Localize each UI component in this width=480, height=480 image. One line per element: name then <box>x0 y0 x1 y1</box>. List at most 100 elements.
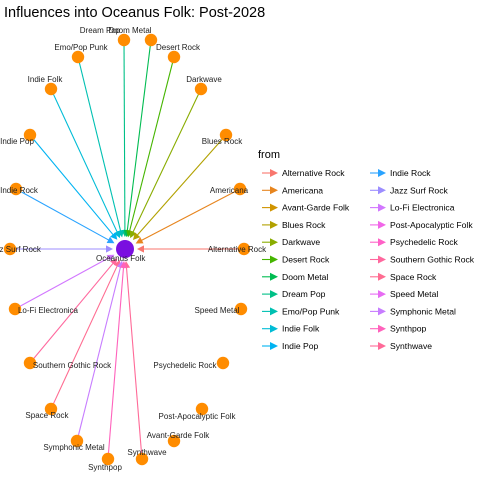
legend-item-blues-rock: Blues Rock <box>262 220 326 230</box>
edge-arrow-blues-rock <box>132 232 141 241</box>
edge-arrow-synthpop <box>119 260 128 269</box>
legend-key-arrow <box>378 290 386 299</box>
node-label-darkwave: Darkwave <box>186 75 222 84</box>
legend-label: Emo/Pop Punk <box>282 306 340 316</box>
node-label-americana: Americana <box>210 186 249 195</box>
node-emo-pop-punk <box>71 50 85 64</box>
legend-item-doom-metal: Doom Metal <box>262 272 328 282</box>
legend-item-symphonic-metal: Symphonic Metal <box>370 306 456 316</box>
node-speed-metal <box>234 302 248 316</box>
edge-emo-pop-punk <box>78 62 122 233</box>
node-label-indie-folk: Indie Folk <box>28 75 64 84</box>
legend-label: Post-Apocalyptic Folk <box>390 220 473 230</box>
node-indie-folk <box>44 82 58 96</box>
legend-label: Synthpop <box>390 324 427 334</box>
node-post-apocalyptic-folk <box>195 402 209 416</box>
node-synthwave <box>135 452 149 466</box>
legend-key-arrow <box>378 238 386 247</box>
legend-label: Space Rock <box>390 272 437 282</box>
node-jazz-surf-rock <box>3 242 17 256</box>
node-label-doom-metal: Doom Metal <box>108 26 151 35</box>
chart-title: Influences into Oceanus Folk: Post-2028 <box>4 5 265 21</box>
node-label-space-rock: Space Rock <box>25 411 69 420</box>
edge-symphonic-metal <box>77 265 122 436</box>
node-dream-pop <box>117 33 131 47</box>
legend-label: Dream Pop <box>282 289 326 299</box>
edge-indie-pop <box>33 139 115 237</box>
legend-item-synthpop: Synthpop <box>370 324 427 334</box>
legend-label: Desert Rock <box>282 255 330 265</box>
node-label-southern-gothic-rock: Southern Gothic Rock <box>33 361 112 370</box>
node-doom-metal <box>144 33 158 47</box>
edge-indie-folk <box>53 94 119 234</box>
edge-arrow-alternative-rock <box>137 245 144 253</box>
legend-title: from <box>258 149 280 161</box>
node-label-indie-rock: Indie Rock <box>0 186 39 195</box>
node-label-lo-fi-electronica: Lo-Fi Electronica <box>18 306 79 315</box>
legend-key-arrow <box>378 203 386 212</box>
edge-americana <box>139 191 235 242</box>
legend-label: Alternative Rock <box>282 168 345 178</box>
edge-arrow-indie-folk <box>113 230 121 239</box>
legend-label: Americana <box>282 185 323 195</box>
legend-key-arrow <box>270 307 278 316</box>
node-label-alternative-rock: Alternative Rock <box>208 245 267 254</box>
legend-item-emo-pop-punk: Emo/Pop Punk <box>262 306 340 316</box>
edge-arrow-darkwave <box>129 230 137 239</box>
edges-layer <box>16 45 238 454</box>
legend-label: Avant-Garde Folk <box>282 203 350 213</box>
legend-label: Darkwave <box>282 237 320 247</box>
legend-item-indie-pop: Indie Pop <box>262 341 319 351</box>
legend-item-desert-rock: Desert Rock <box>262 255 330 265</box>
edge-arrow-indie-rock <box>106 236 115 244</box>
node-psychedelic-rock <box>216 356 230 370</box>
legend-label: Doom Metal <box>282 272 328 282</box>
edge-synthpop <box>107 265 125 454</box>
legend-key-arrow <box>378 255 386 264</box>
edge-lo-fi-electronica <box>20 256 111 307</box>
legend-item-speed-metal: Speed Metal <box>370 289 438 299</box>
node-label-synthwave: Synthwave <box>127 448 167 457</box>
legend-label: Synthwave <box>390 341 432 351</box>
legend-label: Lo-Fi Electronica <box>390 203 455 213</box>
legend-item-indie-rock: Indie Rock <box>370 168 431 178</box>
edge-dream-pop <box>123 45 126 233</box>
node-blues-rock <box>219 128 233 142</box>
legend-key-arrow <box>270 220 278 229</box>
node-americana <box>233 182 247 196</box>
legend-key-arrow <box>270 169 278 177</box>
node-label-emo-pop-punk: Emo/Pop Punk <box>54 43 108 52</box>
node-label-avant-garde-folk: Avant-Garde Folk <box>147 431 211 440</box>
legend-item-avant-garde-folk: Avant-Garde Folk <box>262 203 350 213</box>
node-label-speed-metal: Speed Metal <box>195 306 240 315</box>
legend-item-alternative-rock: Alternative Rock <box>262 168 345 178</box>
legend-label: Blues Rock <box>282 220 326 230</box>
legend-item-space-rock: Space Rock <box>370 272 437 282</box>
legend-key-arrow <box>378 342 386 350</box>
legend-key-arrow <box>270 290 278 299</box>
node-avant-garde-folk <box>167 434 181 448</box>
node-label-jazz-surf-rock: Jazz Surf Rock <box>0 245 42 254</box>
edge-arrow-americana <box>135 237 144 244</box>
edge-doom-metal <box>126 45 151 233</box>
node-desert-rock <box>167 50 181 64</box>
node-label-dream-pop: Dream Pop <box>80 26 121 35</box>
legend: from Alternative Rock Americana Avant-Gard… <box>258 149 475 351</box>
edge-arrow-lo-fi-electronica <box>106 254 115 262</box>
legend-key-arrow <box>270 255 278 264</box>
legend-key-arrow <box>378 220 386 229</box>
node-label-symphonic-metal: Symphonic Metal <box>43 443 105 452</box>
legend-key-arrow <box>378 186 386 195</box>
legend-item-synthwave: Synthwave <box>370 341 432 351</box>
node-indie-rock <box>9 182 23 196</box>
legend-label: Indie Folk <box>282 324 320 334</box>
legend-item-psychedelic-rock: Psychedelic Rock <box>370 237 459 247</box>
legend-label: Symphonic Metal <box>390 306 456 316</box>
legend-item-dream-pop: Dream Pop <box>262 289 326 299</box>
node-label-indie-pop: Indie Pop <box>0 137 34 146</box>
edge-arrow-indie-pop <box>110 232 118 240</box>
legend-label: Psychedelic Rock <box>390 237 459 247</box>
legend-label: Jazz Surf Rock <box>390 185 448 195</box>
node-southern-gothic-rock <box>23 356 37 370</box>
node-space-rock <box>44 402 58 416</box>
